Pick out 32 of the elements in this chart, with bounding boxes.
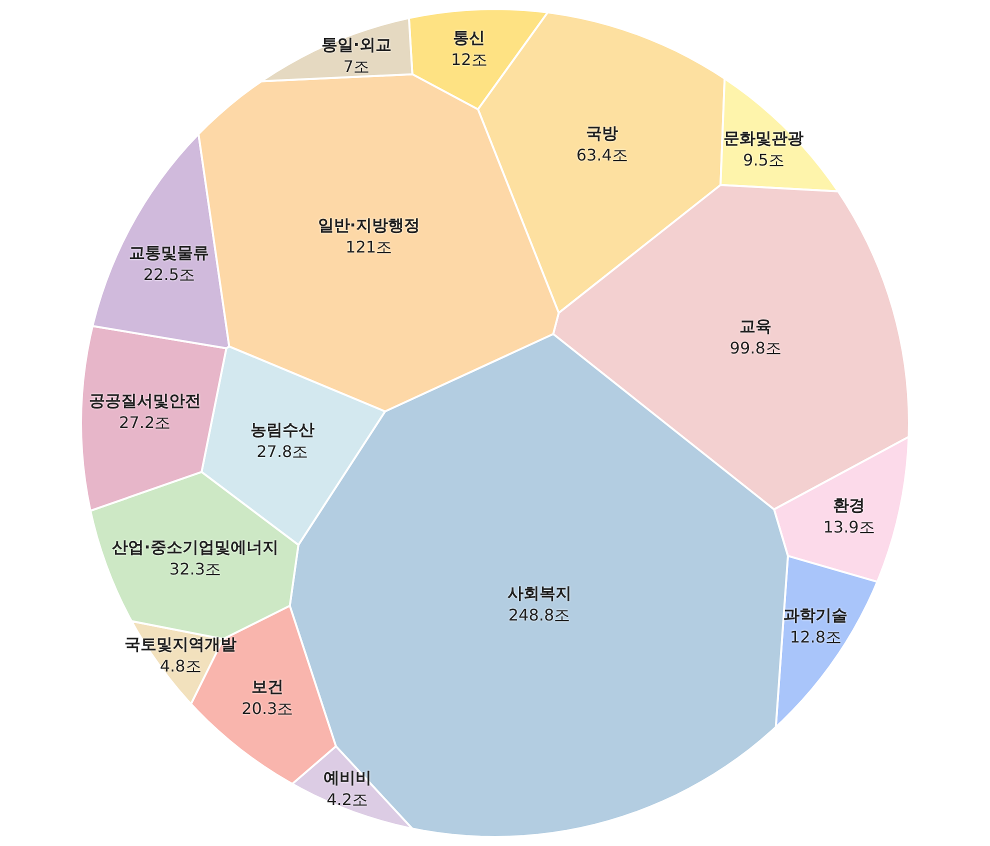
data-label: 4.8조: [160, 656, 202, 676]
category-label: 국토및지역개발: [124, 634, 237, 654]
category-label: 예비비: [323, 768, 372, 787]
category-label: 보건: [251, 676, 284, 696]
data-label: 9.5조: [743, 150, 784, 170]
data-label: 63.4조: [576, 146, 628, 165]
category-label: 통일·외교: [321, 35, 392, 54]
category-label: 공공질서및안전: [88, 391, 201, 410]
category-label: 사회복지: [507, 584, 572, 603]
data-label: 7조: [343, 57, 370, 76]
data-label: 12조: [450, 50, 488, 69]
data-label: 20.3조: [242, 698, 294, 718]
category-label: 국방: [586, 124, 618, 143]
data-label: 12.8조: [790, 627, 842, 646]
category-label: 교육: [740, 316, 772, 336]
data-label: 32.3조: [169, 560, 222, 579]
category-label: 문화및관광: [724, 128, 804, 148]
category-label: 교통및물류: [129, 243, 210, 262]
data-label: 99.8조: [730, 338, 782, 358]
category-label: 농림수산: [250, 420, 314, 440]
data-label: 13.9조: [823, 517, 875, 536]
category-label: 통신: [453, 28, 486, 47]
data-label: 22.5조: [143, 265, 195, 284]
category-label: 일반·지방행정: [318, 216, 420, 234]
category-label: 과학기술: [784, 605, 848, 624]
category-label: 산업·중소기업및에너지: [112, 538, 278, 557]
data-label: 27.8조: [256, 442, 308, 462]
data-label: 27.2조: [119, 413, 171, 432]
category-label: 환경: [833, 495, 866, 514]
data-label: 4.2조: [326, 790, 368, 809]
data-label: 248.8조: [508, 606, 570, 625]
data-label: 121조: [346, 238, 392, 256]
